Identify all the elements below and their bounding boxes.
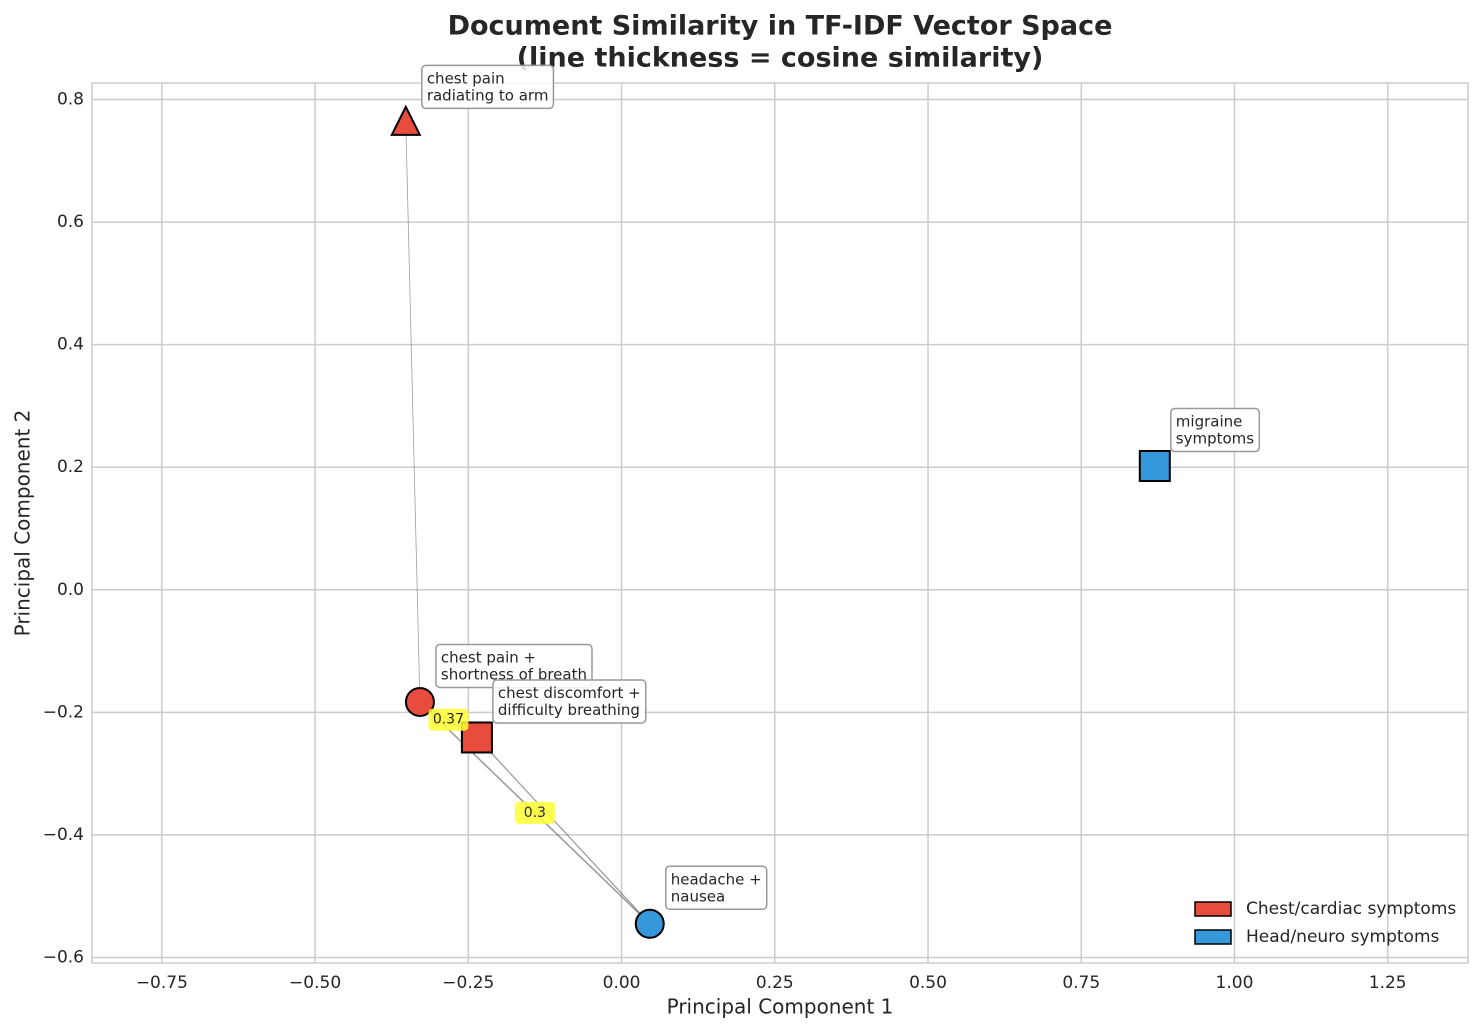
- x-axis-label: Principal Component 1: [667, 995, 894, 1019]
- annotation-text: nausea: [671, 887, 725, 905]
- annotation-box: [665, 865, 768, 911]
- y-tick-label: 0.0: [57, 580, 84, 600]
- edge-label: 0.3: [524, 805, 546, 821]
- point: [404, 686, 435, 717]
- annotation-box: [1170, 407, 1261, 453]
- similarity-edge: [476, 737, 651, 925]
- annotation-text: chest discomfort +: [498, 684, 641, 702]
- annotation-text: chest pain +: [441, 648, 536, 666]
- legend-label: Chest/cardiac symptoms: [1246, 899, 1456, 919]
- chart-title: Document Similarity in TF-IDF Vector Spa…: [448, 11, 1113, 42]
- plot-frame: [91, 82, 1469, 964]
- y-axis-label: Principal Component 2: [11, 410, 35, 637]
- point: [634, 908, 665, 939]
- x-tick-label: 1.25: [1369, 973, 1407, 993]
- point: [1138, 450, 1171, 483]
- x-tick-label: 0.25: [756, 973, 794, 993]
- legend-swatch: [1194, 929, 1232, 945]
- x-tick-label: 0.50: [909, 973, 947, 993]
- annotation: chest discomfort +difficulty breathing: [492, 679, 647, 724]
- x-tick-label: 0.00: [603, 973, 641, 993]
- annotation-text: headache +: [671, 870, 762, 888]
- annotation-text: symptoms: [1176, 430, 1254, 448]
- annotation-box: [421, 64, 555, 110]
- edge-label-box: [514, 801, 555, 824]
- annotation-text: difficulty breathing: [498, 701, 640, 719]
- x-tick-label: 0.75: [1062, 973, 1100, 993]
- chart-title: (line thickness = cosine similarity): [517, 43, 1044, 74]
- legend-swatch: [1194, 901, 1232, 917]
- point: [390, 104, 422, 136]
- y-tick-label: 0.6: [57, 212, 84, 232]
- x-tick-label: −0.25: [442, 973, 494, 993]
- y-tick-label: −0.4: [43, 825, 84, 845]
- edge-label: 0.37: [433, 712, 464, 728]
- similarity-edge: [405, 122, 421, 702]
- annotation-box: [492, 679, 647, 724]
- annotation-text: chest pain: [427, 69, 505, 87]
- annotation-text: shortness of breath: [441, 665, 587, 683]
- annotation-text: radiating to arm: [427, 86, 549, 104]
- annotation: headache +nausea: [665, 865, 768, 911]
- y-tick-label: 0.8: [57, 90, 84, 110]
- legend-label: Head/neuro symptoms: [1246, 927, 1440, 947]
- y-tick-label: −0.6: [43, 947, 84, 967]
- x-tick-label: −0.75: [136, 973, 188, 993]
- edge-label-box: [428, 708, 469, 731]
- annotation-text: migraine: [1176, 413, 1243, 431]
- annotation: chest pain +shortness of breath: [435, 643, 593, 689]
- x-tick-label: −0.50: [289, 973, 341, 993]
- y-tick-label: 0.2: [57, 457, 84, 477]
- y-tick-label: 0.4: [57, 335, 84, 355]
- x-tick-label: 1.00: [1216, 973, 1254, 993]
- y-tick-label: −0.2: [43, 702, 84, 722]
